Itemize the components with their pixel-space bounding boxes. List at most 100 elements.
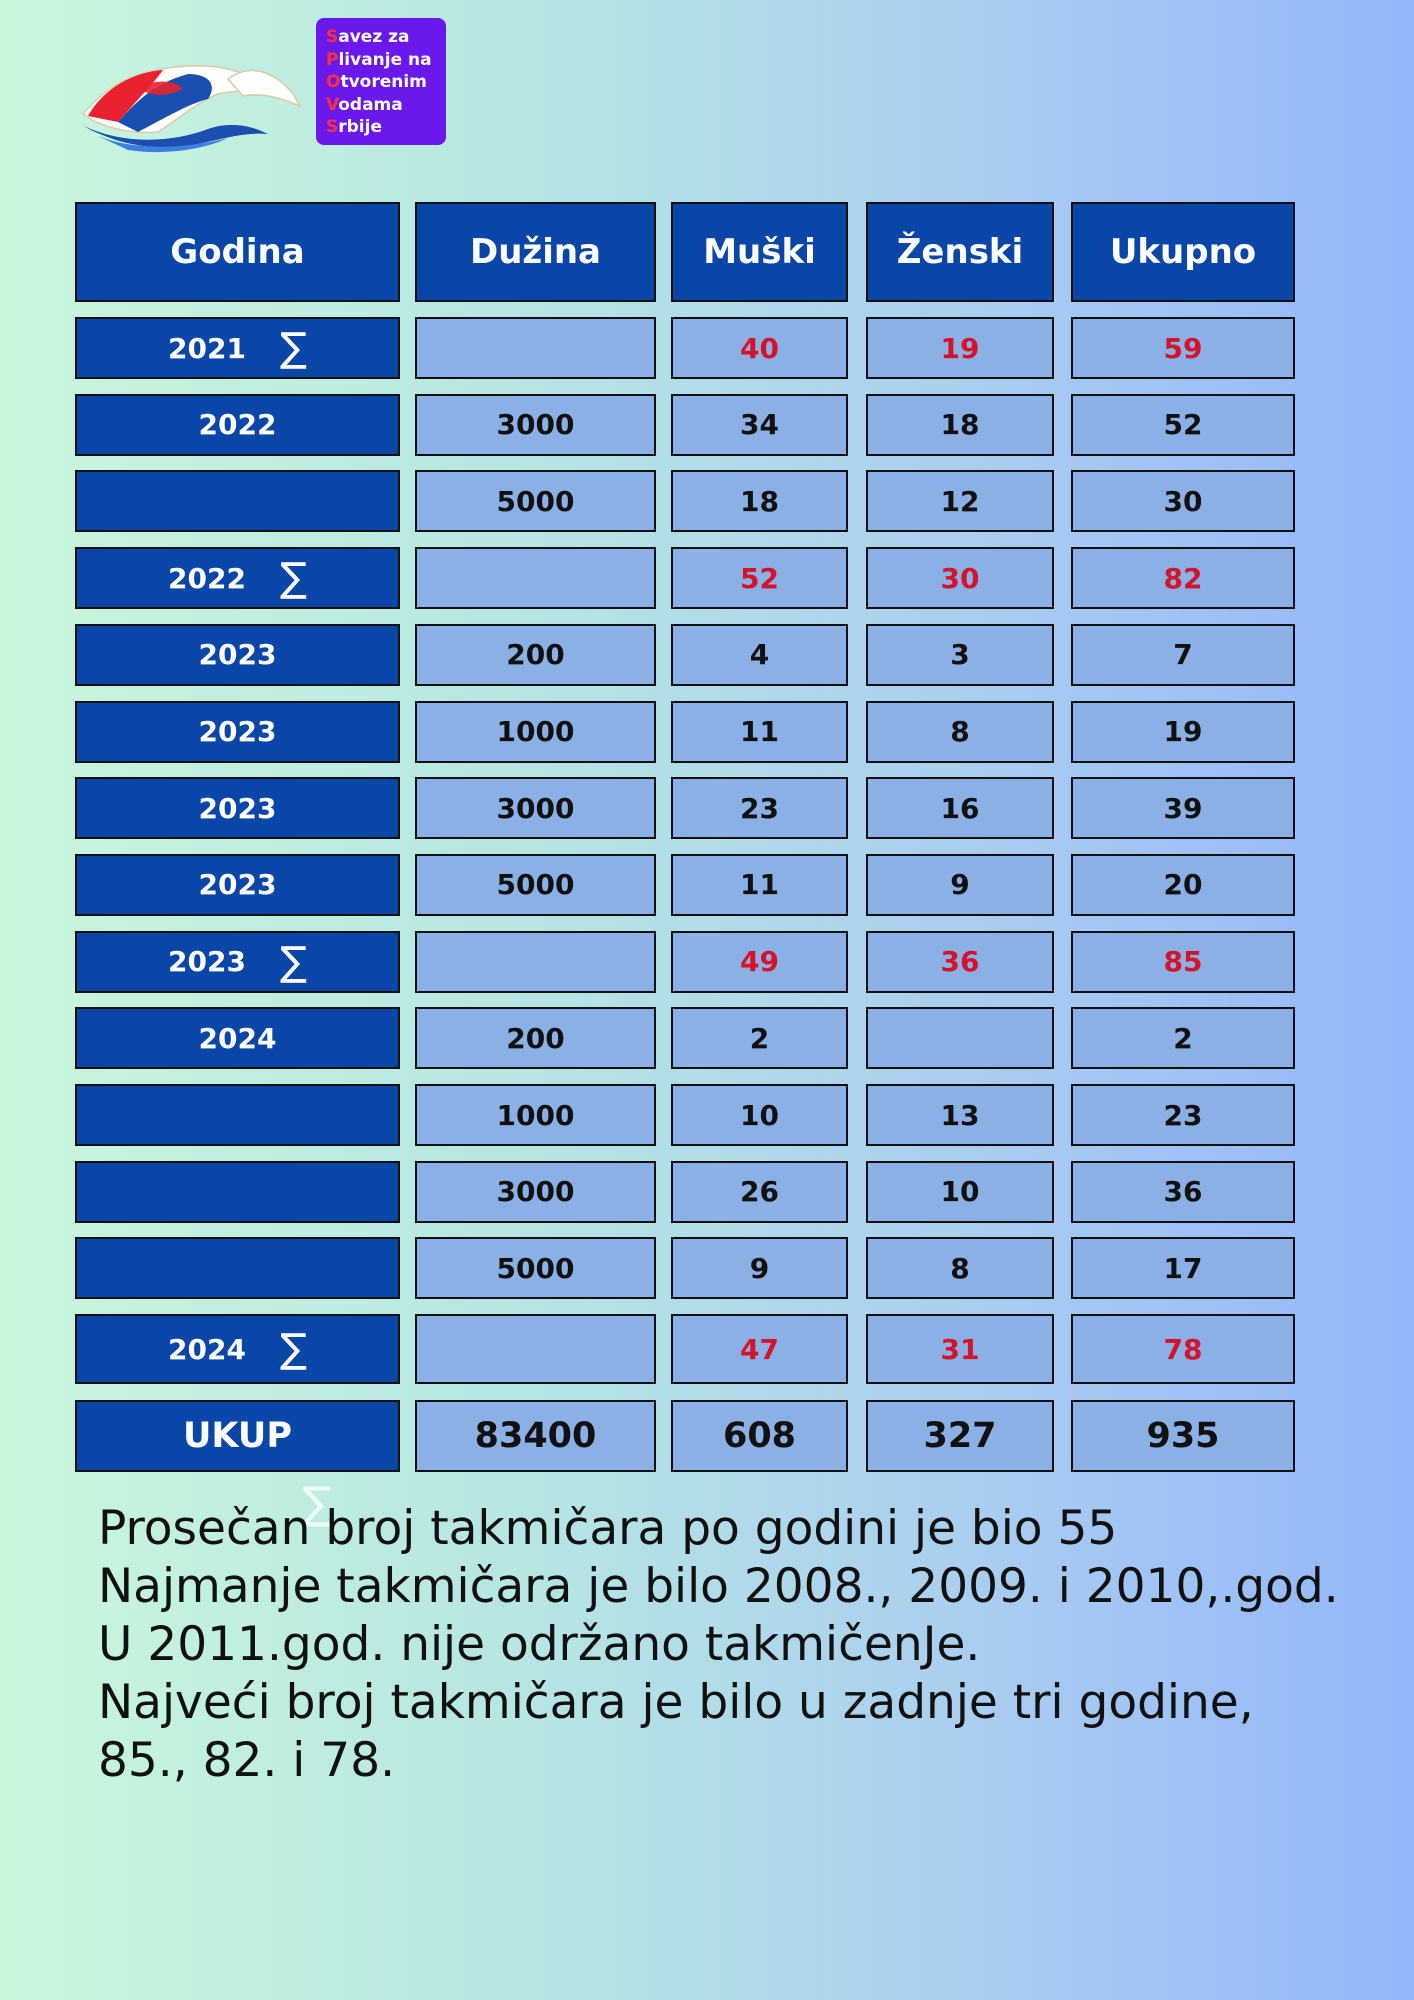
female-cell: 30 <box>866 547 1054 610</box>
year-label: 2023 <box>198 791 277 825</box>
male-cell: 18 <box>671 470 848 533</box>
year-label: 2023 <box>198 638 277 672</box>
badge-line: Plivanje na <box>326 49 432 70</box>
year-cell: 2022 ∑ <box>75 547 400 610</box>
female-cell: 13 <box>866 1084 1054 1146</box>
male-cell: 4 <box>671 623 848 686</box>
badge-line: Srbije <box>326 117 382 137</box>
total-year: UKUP <box>75 1400 400 1472</box>
year-label: 2024 <box>168 1332 246 1366</box>
badge-line: Otvorenim <box>326 72 427 92</box>
badge-line: Vodama <box>326 94 403 115</box>
female-cell <box>866 1007 1054 1070</box>
year-cell: 2023 <box>75 777 400 840</box>
length-cell: 1000 <box>415 700 656 763</box>
summary-line: Najmanje takmičara je bilo 2008., 2009. … <box>98 1559 1339 1614</box>
length-cell: 3000 <box>415 1160 656 1223</box>
total-cell: 2 <box>1071 1007 1295 1070</box>
year-cell <box>75 1084 400 1146</box>
year-cell: 2024 <box>75 1007 400 1070</box>
length-cell: 5000 <box>415 853 656 916</box>
year-cell: 2021 ∑ <box>75 317 400 379</box>
logo-area: Savez za Plivanje na Otvorenim Vodama Sr… <box>78 18 458 153</box>
year-cell <box>75 1160 400 1223</box>
total-total: 935 <box>1071 1400 1295 1472</box>
header-male: Muški <box>671 202 848 302</box>
summary-line: Prosečan broj takmičara po godini je bio… <box>98 1501 1118 1556</box>
male-cell: 23 <box>671 777 848 840</box>
year-label: 2023 <box>198 868 277 902</box>
length-cell: 200 <box>415 623 656 686</box>
female-cell: 12 <box>866 470 1054 533</box>
female-cell: 3 <box>866 623 1054 686</box>
faint-sum-symbol: ∑ <box>302 1478 332 1529</box>
year-label: 2022 <box>198 408 277 442</box>
summary-text: Prosečan broj takmičara po godini je bio… <box>98 1500 1398 1790</box>
length-cell <box>415 317 656 379</box>
header-female: Ženski <box>866 202 1054 302</box>
length-cell: 3000 <box>415 777 656 840</box>
male-cell: 2 <box>671 1007 848 1070</box>
summary-line: U 2011.god. nije održano takmičenJe. <box>98 1617 981 1672</box>
total-cell: 23 <box>1071 1084 1295 1146</box>
length-cell: 1000 <box>415 1084 656 1146</box>
total-cell: 85 <box>1071 930 1295 993</box>
year-label: 2023 <box>168 945 246 979</box>
year-label: 2021 <box>168 331 246 365</box>
year-label: 2022 <box>168 561 246 595</box>
male-cell: 11 <box>671 700 848 763</box>
total-female: 327 <box>866 1400 1054 1472</box>
year-cell: 2022 <box>75 393 400 456</box>
female-cell: 31 <box>866 1314 1054 1385</box>
total-cell: 17 <box>1071 1237 1295 1300</box>
sum-icon: ∑ <box>279 555 307 602</box>
sum-icon: ∑ <box>279 325 307 371</box>
male-cell: 52 <box>671 547 848 610</box>
female-cell: 9 <box>866 853 1054 916</box>
competitors-table: Godina Dužina Muški Ženski Ukupno 2021 ∑ 40 19 59… <box>75 202 1295 1472</box>
total-cell: 39 <box>1071 777 1295 840</box>
male-cell: 26 <box>671 1160 848 1223</box>
summary-line: Najveći broj takmičara je bilo u zadnje … <box>98 1675 1254 1730</box>
female-cell: 18 <box>866 393 1054 456</box>
length-cell: 5000 <box>415 470 656 533</box>
year-cell: 2023 ∑ <box>75 930 400 993</box>
organization-badge: Savez za Plivanje na Otvorenim Vodama Sr… <box>316 18 446 145</box>
total-cell: 52 <box>1071 393 1295 456</box>
swimmer-logo-icon <box>80 65 302 153</box>
total-cell: 82 <box>1071 547 1295 610</box>
female-cell: 19 <box>866 317 1054 379</box>
length-cell <box>415 547 656 610</box>
female-cell: 16 <box>866 777 1054 840</box>
year-cell: 2023 <box>75 623 400 686</box>
male-cell: 40 <box>671 317 848 379</box>
year-cell <box>75 1237 400 1300</box>
badge-line: Savez za <box>326 27 410 47</box>
length-cell: 200 <box>415 1007 656 1070</box>
total-cell: 78 <box>1071 1314 1295 1385</box>
year-cell: 2023 <box>75 853 400 916</box>
total-cell: 19 <box>1071 700 1295 763</box>
sum-icon: ∑ <box>279 938 307 985</box>
length-cell: 3000 <box>415 393 656 456</box>
year-cell: 2024 ∑ <box>75 1314 400 1385</box>
female-cell: 10 <box>866 1160 1054 1223</box>
male-cell: 49 <box>671 930 848 993</box>
male-cell: 11 <box>671 853 848 916</box>
sum-icon: ∑ <box>279 1326 307 1373</box>
header-total: Ukupno <box>1071 202 1295 302</box>
year-label: 2024 <box>198 1021 277 1055</box>
total-length: 83400 <box>415 1400 656 1472</box>
male-cell: 9 <box>671 1237 848 1300</box>
total-cell: 20 <box>1071 853 1295 916</box>
female-cell: 36 <box>866 930 1054 993</box>
total-cell: 7 <box>1071 623 1295 686</box>
female-cell: 8 <box>866 1237 1054 1300</box>
male-cell: 10 <box>671 1084 848 1146</box>
length-cell <box>415 930 656 993</box>
header-year: Godina <box>75 202 400 302</box>
year-cell: 2023 <box>75 700 400 763</box>
year-label: 2023 <box>198 715 277 748</box>
summary-line: 85., 82. i 78. <box>98 1733 396 1788</box>
total-cell: 30 <box>1071 470 1295 533</box>
